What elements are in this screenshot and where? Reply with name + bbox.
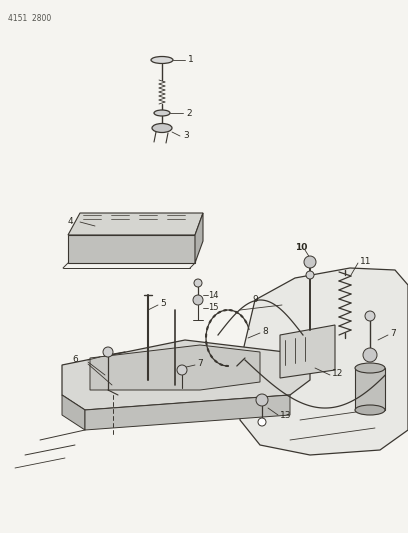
Text: 9: 9 [252,295,258,304]
Polygon shape [280,325,335,378]
Text: 7: 7 [197,359,203,368]
Text: 5: 5 [160,298,166,308]
Text: 2: 2 [186,109,192,117]
Ellipse shape [355,405,385,415]
Circle shape [363,348,377,362]
Text: 15: 15 [208,303,219,312]
Circle shape [365,311,375,321]
Polygon shape [195,213,203,263]
Circle shape [304,256,316,268]
Circle shape [103,347,113,357]
Text: 1: 1 [188,55,194,64]
Ellipse shape [154,110,170,116]
Polygon shape [90,345,260,390]
Text: 11: 11 [360,256,372,265]
Circle shape [193,295,203,305]
Polygon shape [68,213,203,235]
Polygon shape [240,268,408,455]
Text: 10: 10 [295,244,307,253]
Ellipse shape [355,363,385,373]
Polygon shape [355,368,385,410]
Polygon shape [68,235,195,263]
Circle shape [194,279,202,287]
Text: 7: 7 [390,328,396,337]
Text: 4151  2800: 4151 2800 [8,14,51,23]
Text: 13: 13 [280,410,291,419]
Circle shape [306,271,314,279]
Text: 12: 12 [332,369,344,378]
Circle shape [258,418,266,426]
Ellipse shape [151,56,173,63]
Text: 3: 3 [183,132,189,141]
Circle shape [177,365,187,375]
Text: 8: 8 [262,327,268,335]
Text: 4: 4 [68,216,73,225]
Polygon shape [85,395,290,430]
Text: 6: 6 [72,356,78,365]
Ellipse shape [152,124,172,133]
Circle shape [256,394,268,406]
Text: 14: 14 [208,290,219,300]
Polygon shape [62,395,85,430]
Polygon shape [62,340,310,410]
